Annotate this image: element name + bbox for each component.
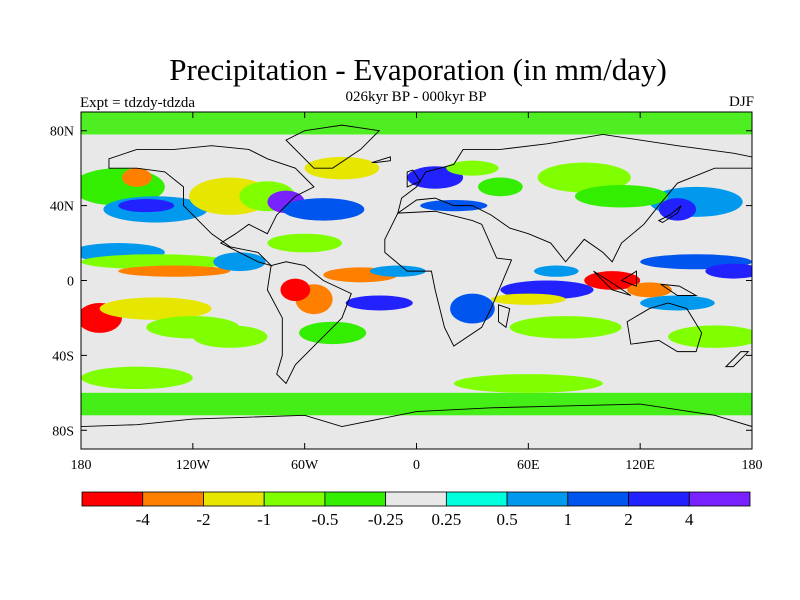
season-label: DJF: [728, 94, 754, 110]
lon-tick-label: 120W: [176, 458, 211, 473]
longitude-axis: 180 120W 60W 0 60E 120E 180: [71, 112, 763, 473]
lat-tick-label: 40S: [52, 349, 74, 364]
colorbar-label: -2: [196, 510, 210, 529]
lon-tick-label: 180: [71, 458, 92, 473]
pme-field: [118, 265, 231, 277]
pme-fields: [81, 112, 752, 416]
coastline: [593, 270, 632, 296]
pme-field: [99, 297, 212, 320]
colorbar-swatch: [506, 491, 569, 507]
pme-field: [192, 325, 268, 348]
coastline: [724, 351, 750, 368]
colorbar-label: 1: [564, 510, 573, 529]
colorbar-swatch: [445, 491, 508, 507]
pme-field: [668, 325, 752, 348]
colorbar-swatch: [142, 491, 204, 507]
colorbar-label: 0.5: [496, 510, 517, 529]
coastline: [384, 210, 513, 347]
pme-field: [478, 177, 523, 197]
lon-tick-label: 120E: [625, 458, 655, 473]
pme-field: [450, 293, 495, 324]
coastline: [81, 403, 752, 428]
latitude-axis: 80N 40N 0 40S 80S: [50, 125, 752, 439]
colorbar-swatch: [324, 491, 387, 507]
colorbar-label: 0.25: [431, 510, 461, 529]
pme-field: [369, 265, 426, 277]
pme-field: [81, 112, 752, 135]
lon-tick-label: 0: [413, 458, 420, 473]
lat-tick-label: 80S: [52, 424, 74, 439]
pme-field: [491, 293, 566, 305]
pme-field: [453, 374, 603, 393]
colorbar-label: -0.25: [368, 510, 403, 529]
pme-field: [640, 295, 715, 311]
lon-tick-label: 60W: [291, 458, 319, 473]
colorbar-label: 4: [685, 510, 694, 529]
pme-field: [304, 156, 380, 180]
coastline: [406, 169, 421, 188]
experiment-label: Expt = tdzdy-tdzda: [80, 95, 196, 111]
pme-field: [280, 278, 311, 302]
coastline: [108, 145, 315, 267]
pme-field: [282, 198, 365, 221]
pme-field: [213, 252, 266, 272]
pme-field: [81, 366, 193, 390]
pme-field: [299, 321, 367, 345]
pme-field: [118, 199, 175, 213]
pme-field: [267, 233, 342, 253]
pme-field: [81, 254, 231, 270]
coastline: [285, 124, 381, 169]
colorbar-swatch: [385, 491, 447, 507]
pme-field: [574, 185, 669, 208]
colorbar-label: -0.5: [311, 510, 338, 529]
colorbar-label: -4: [136, 510, 151, 529]
lat-tick-label: 80N: [50, 125, 74, 140]
pme-field: [705, 263, 752, 279]
pme-field: [658, 198, 697, 221]
colorbar-swatch: [688, 491, 751, 507]
pme-field: [537, 162, 631, 193]
colorbar-swatch: [203, 491, 265, 507]
chart-subtitle: 026kyr BP - 000kyr BP: [345, 89, 487, 105]
colorbar: -4 -2 -1 -0.5 -0.25 0.25 0.5 1 2 4: [81, 491, 751, 529]
coastline: [498, 304, 511, 329]
coastline: [266, 261, 352, 385]
coastline: [657, 205, 682, 223]
coastline: [397, 133, 752, 263]
colorbar-swatch: [628, 491, 690, 507]
pme-field: [407, 166, 464, 189]
colorbar-label: -1: [257, 510, 271, 529]
colorbar-swatch: [263, 491, 326, 507]
pme-field: [446, 160, 499, 176]
colorbar-swatch: [81, 491, 144, 507]
coastline: [620, 270, 637, 287]
coastlines: [81, 124, 752, 428]
lat-tick-label: 0: [67, 275, 74, 290]
pme-field: [345, 295, 413, 311]
coastline: [371, 156, 391, 164]
map-panel: [80, 111, 753, 450]
pme-field: [533, 265, 579, 277]
lon-tick-label: 180: [742, 458, 763, 473]
chart-title: Precipitation - Evaporation (in mm/day): [169, 52, 667, 87]
lon-tick-label: 60E: [517, 458, 540, 473]
coastline: [660, 283, 698, 296]
lat-tick-label: 40N: [50, 200, 74, 215]
pme-field: [627, 282, 672, 298]
colorbar-swatch: [567, 491, 629, 507]
colorbar-label: 2: [624, 510, 633, 529]
pme-field: [122, 168, 152, 187]
pme-field: [509, 316, 622, 339]
pme-field: [81, 392, 752, 416]
coastline: [626, 302, 703, 353]
